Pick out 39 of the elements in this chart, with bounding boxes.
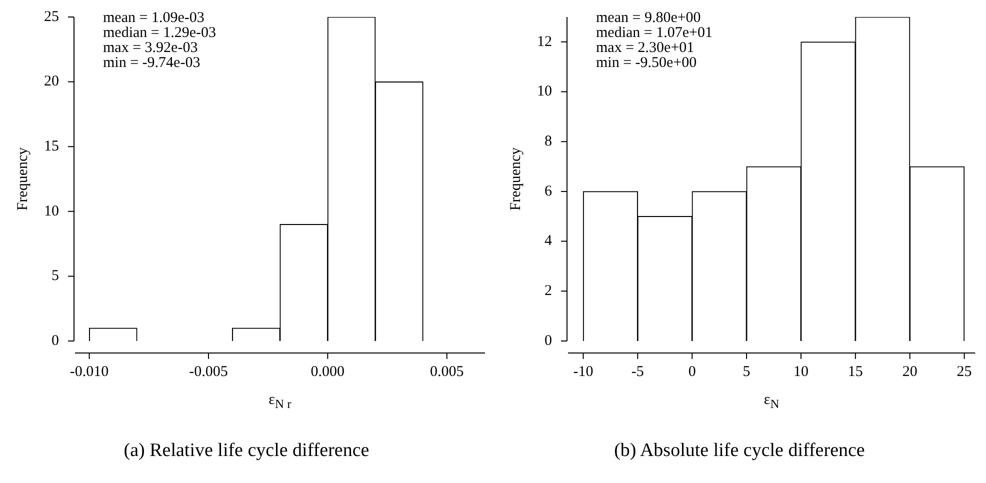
y-tick-label: 2 (544, 283, 552, 300)
x-tick-label: 5 (742, 364, 750, 380)
y-tick-label: 10 (44, 203, 59, 220)
x-tick-label: -0.010 (70, 364, 109, 380)
y-tick-label: 0 (544, 332, 552, 349)
y-tick-label: 12 (537, 34, 552, 50)
y-tick-label: 0 (52, 332, 59, 349)
text: (b) Absolute life cycle difference (613, 440, 866, 462)
y-tick-label: 6 (544, 183, 552, 200)
y-tick-label: 25 (44, 8, 59, 25)
x-axis-title: ε$_{N}$ (762, 392, 780, 412)
x-tick-label: 0 (688, 364, 696, 380)
x-tick-label: -5 (631, 364, 644, 380)
x-tick-label: 25 (956, 364, 972, 380)
y-tick-label: 8 (544, 134, 552, 150)
y-tick-label: 5 (52, 268, 59, 284)
y-tick-label: 20 (44, 74, 59, 90)
annotation: min = -9.50e+00 (596, 55, 698, 71)
annotation: mean = 9.80e+00 (596, 10, 702, 26)
x-tick-label: 0.005 (430, 364, 464, 380)
annotation: max = 3.92e-03 (103, 40, 199, 56)
y-axis-title: Frequency (508, 146, 524, 211)
y-tick-label: 10 (537, 84, 552, 100)
x-axis-title: ε$_{N r}$ (268, 392, 292, 412)
x-tick-label: 15 (848, 364, 863, 380)
x-tick-label: -0.005 (189, 364, 228, 380)
x-tick-label: 10 (793, 364, 808, 380)
x-tick-label: -10 (573, 364, 594, 380)
y-axis-title: Frequency (14, 146, 31, 211)
y-tick-label: 4 (544, 233, 552, 250)
x-tick-label: 20 (902, 364, 918, 380)
annotation: min = -9.74e-03 (103, 55, 202, 71)
annotation: mean = 1.09e-03 (103, 10, 206, 26)
annotation: median = 1.29e-03 (103, 25, 216, 41)
y-tick-label: 15 (44, 138, 59, 155)
text: (a) Relative life cycle difference (122, 440, 370, 462)
annotation: max = 2.30e+01 (596, 40, 696, 56)
x-tick-label: 0.000 (310, 364, 345, 380)
annotation: median = 1.07e+01 (596, 25, 712, 41)
